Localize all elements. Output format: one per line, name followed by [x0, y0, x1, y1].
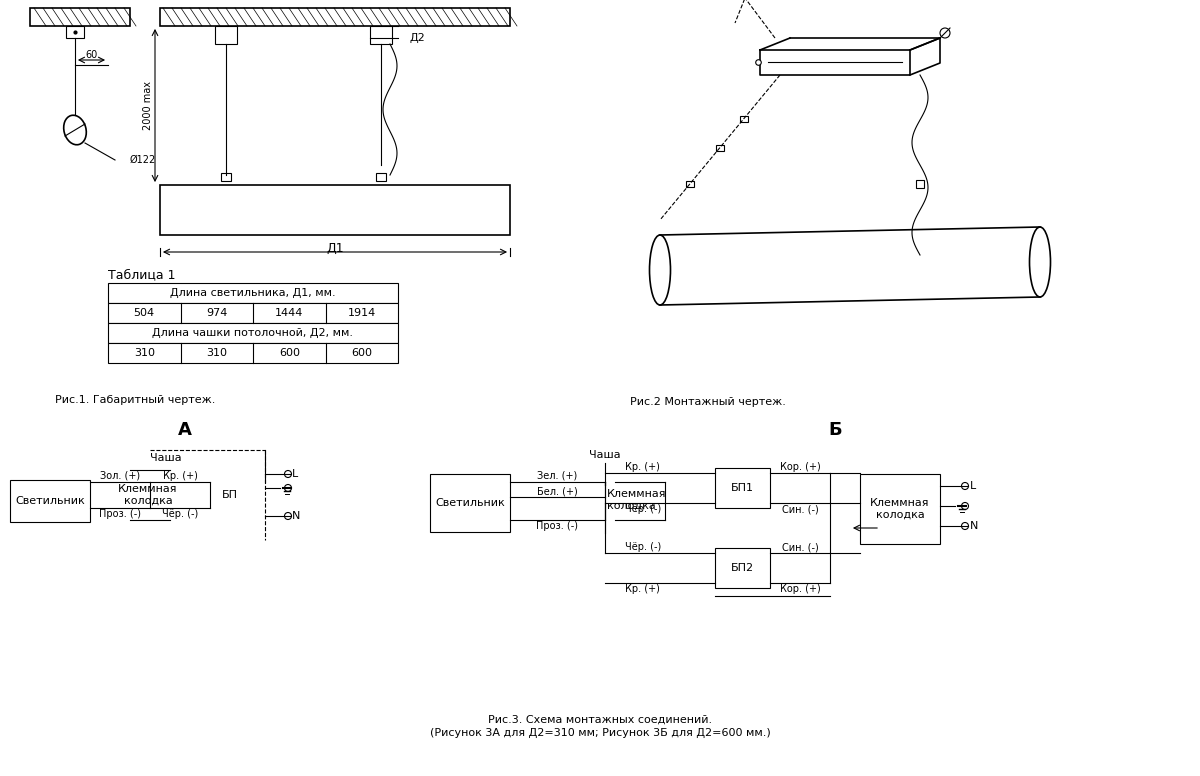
Bar — [10, 480, 90, 522]
Text: Син. (-): Син. (-) — [781, 542, 818, 552]
Text: Кор. (+): Кор. (+) — [780, 462, 821, 472]
Text: L: L — [292, 469, 299, 479]
Text: Чёр. (-): Чёр. (-) — [162, 509, 198, 519]
Text: БП1: БП1 — [731, 483, 754, 493]
Text: Клеммная
колодка: Клеммная колодка — [870, 498, 930, 520]
Text: Клеммная
колодка: Клеммная колодка — [119, 484, 178, 506]
Bar — [160, 8, 510, 26]
Bar — [215, 26, 238, 44]
Text: Д2: Д2 — [410, 33, 426, 43]
Text: Светильник: Светильник — [16, 496, 85, 506]
Text: 2000 max: 2000 max — [143, 81, 154, 130]
Text: Чёр. (-): Чёр. (-) — [625, 542, 661, 552]
Text: N: N — [970, 521, 978, 531]
Bar — [108, 343, 398, 363]
Bar — [430, 474, 510, 532]
Text: Длина чашки потолочной, Д2, мм.: Длина чашки потолочной, Д2, мм. — [152, 328, 354, 338]
Text: 310: 310 — [206, 348, 227, 358]
Text: Кр. (+): Кр. (+) — [625, 462, 660, 472]
Bar — [715, 468, 770, 508]
Text: (Рисунок 3А для Д2=310 мм; Рисунок 3Б для Д2=600 мм.): (Рисунок 3А для Д2=310 мм; Рисунок 3Б дл… — [430, 728, 770, 738]
Bar — [686, 181, 694, 187]
Text: 60: 60 — [85, 50, 97, 60]
Text: Ø122: Ø122 — [130, 155, 156, 165]
Text: Рис.1. Габаритный чертеж.: Рис.1. Габаритный чертеж. — [55, 395, 215, 405]
Text: 1914: 1914 — [348, 308, 376, 318]
Text: Кор. (+): Кор. (+) — [780, 584, 821, 594]
Text: 974: 974 — [206, 308, 228, 318]
Bar — [66, 26, 84, 38]
Text: БП: БП — [222, 490, 238, 500]
Text: БП2: БП2 — [731, 563, 754, 573]
Text: Д1: Д1 — [326, 241, 344, 255]
Bar — [370, 26, 392, 44]
Text: Таблица 1: Таблица 1 — [108, 268, 175, 282]
Text: 600: 600 — [352, 348, 372, 358]
Text: Клеммная
колодка: Клеммная колодка — [607, 489, 666, 511]
Text: Рис.2 Монтажный чертеж.: Рис.2 Монтажный чертеж. — [630, 397, 786, 407]
Bar — [221, 173, 230, 181]
Text: А: А — [178, 421, 192, 439]
Text: Проз. (-): Проз. (-) — [536, 521, 578, 531]
Text: N: N — [292, 511, 300, 521]
Text: Проз. (-): Проз. (-) — [98, 509, 142, 519]
Text: Кр. (+): Кр. (+) — [625, 584, 660, 594]
Bar — [916, 180, 924, 188]
Bar — [860, 474, 940, 544]
Text: Чёр. (-): Чёр. (-) — [625, 504, 661, 514]
Text: 600: 600 — [278, 348, 300, 358]
Bar — [715, 548, 770, 588]
Bar — [108, 303, 398, 323]
Text: Зол. (+): Зол. (+) — [100, 471, 140, 481]
Text: Бел. (+): Бел. (+) — [536, 487, 577, 497]
Text: 310: 310 — [133, 348, 155, 358]
Bar — [160, 185, 510, 235]
Text: Светильник: Светильник — [436, 498, 505, 508]
Text: Рис.3. Схема монтажных соединений.: Рис.3. Схема монтажных соединений. — [488, 715, 712, 725]
Text: L: L — [970, 481, 977, 491]
Bar — [108, 323, 398, 343]
Bar — [716, 144, 724, 151]
Text: Кр. (+): Кр. (+) — [162, 471, 198, 481]
Text: Б: Б — [828, 421, 842, 439]
Text: Длина светильника, Д1, мм.: Длина светильника, Д1, мм. — [170, 288, 336, 298]
Bar — [30, 8, 130, 26]
Bar — [740, 116, 748, 122]
Bar — [108, 283, 398, 303]
Text: 1444: 1444 — [275, 308, 304, 318]
Text: 504: 504 — [133, 308, 155, 318]
Text: Зел. (+): Зел. (+) — [536, 471, 577, 481]
Bar — [376, 173, 386, 181]
Text: Чаша: Чаша — [150, 453, 181, 463]
Text: Син. (-): Син. (-) — [781, 504, 818, 514]
Text: Чаша: Чаша — [589, 450, 620, 460]
